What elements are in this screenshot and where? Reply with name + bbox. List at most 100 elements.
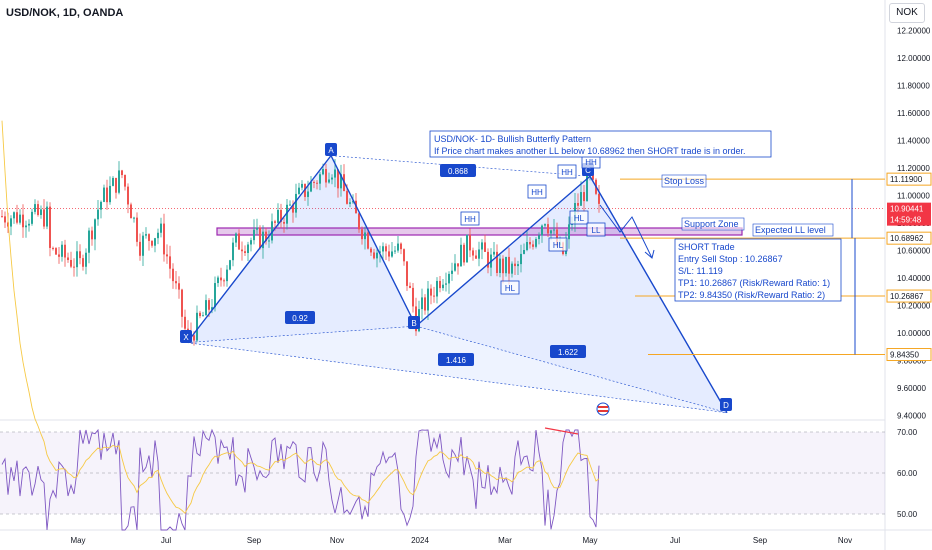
candle-body bbox=[406, 261, 408, 286]
candle-body bbox=[457, 263, 459, 267]
structure-label-box bbox=[500, 280, 520, 295]
candle-body bbox=[73, 266, 75, 268]
rsi-divergence-line bbox=[544, 427, 579, 435]
candle-body bbox=[70, 259, 72, 267]
pattern-point-label: X bbox=[183, 333, 189, 342]
ratio-label-bg bbox=[438, 353, 474, 366]
candle-body bbox=[295, 193, 297, 213]
annotation-box bbox=[429, 130, 772, 158]
candle-body bbox=[436, 280, 438, 297]
candle-body bbox=[139, 241, 141, 256]
pattern-point-label-bg bbox=[325, 143, 337, 156]
candle-body bbox=[202, 315, 204, 317]
structure-label: HH bbox=[464, 215, 476, 224]
candle-body bbox=[379, 251, 381, 253]
time-tick-label: Sep bbox=[753, 536, 768, 545]
candle-body bbox=[160, 223, 162, 233]
projection-arrow bbox=[599, 204, 653, 259]
candle-body bbox=[586, 173, 588, 202]
candle-body bbox=[4, 216, 6, 223]
candle-body bbox=[502, 258, 504, 274]
candle-body bbox=[145, 234, 147, 236]
candles bbox=[1, 158, 600, 346]
structure-label: HL bbox=[574, 214, 585, 223]
candle-body bbox=[325, 169, 327, 183]
pattern-xbd-fill bbox=[187, 326, 727, 413]
candle-body bbox=[544, 224, 546, 226]
candle-body bbox=[124, 175, 126, 187]
candle-body bbox=[253, 229, 255, 241]
candle-body bbox=[397, 243, 399, 251]
candle-body bbox=[310, 181, 312, 192]
pattern-xab-fill bbox=[187, 155, 416, 343]
candle-body bbox=[157, 232, 159, 239]
time-tick-label: Jul bbox=[670, 536, 680, 545]
support-zone-band bbox=[216, 227, 743, 236]
candle-body bbox=[220, 277, 222, 281]
time-tick-label: Nov bbox=[330, 536, 344, 545]
candle-body bbox=[256, 227, 258, 230]
time-tick-label: Sep bbox=[247, 536, 262, 545]
candle-body bbox=[28, 223, 30, 226]
candle-body bbox=[238, 233, 240, 250]
candle-body bbox=[484, 242, 486, 252]
candle-body bbox=[322, 169, 324, 175]
ratio-label-bg bbox=[285, 311, 315, 324]
flag-stripe bbox=[598, 406, 608, 408]
price-tag: 9.84350 bbox=[890, 351, 919, 360]
annotation-line1: USD/NOK- 1D- Bullish Butterfly Pattern bbox=[434, 134, 591, 144]
candle-body bbox=[412, 287, 414, 307]
candle-body bbox=[526, 242, 528, 251]
currency-button[interactable]: NOK bbox=[889, 3, 925, 23]
candle-body bbox=[232, 242, 234, 261]
ratio-label-bg bbox=[550, 345, 586, 358]
time-tick-label: 2024 bbox=[411, 536, 429, 545]
candle-body bbox=[226, 269, 228, 282]
candle-body bbox=[91, 230, 93, 240]
rsi-ma-line bbox=[1, 120, 600, 515]
candle-body bbox=[148, 234, 150, 241]
structure-label: LL bbox=[592, 226, 601, 235]
structure-label: HL bbox=[553, 241, 564, 250]
structure-label: HH bbox=[561, 168, 573, 177]
candle-body bbox=[10, 218, 12, 227]
price-tag-bg bbox=[886, 348, 932, 362]
candle-body bbox=[421, 297, 423, 310]
price-tick-label: 12.20000 bbox=[897, 27, 931, 36]
candle-body bbox=[319, 174, 321, 184]
price-tag: 11.11900 bbox=[890, 175, 923, 184]
candle-body bbox=[193, 335, 195, 341]
pattern-point-label-bg bbox=[180, 330, 192, 343]
candle-body bbox=[307, 191, 309, 197]
trade-box-line: TP2: 9.84350 (Risk/Reward Ratio: 2) bbox=[678, 290, 825, 300]
candle-body bbox=[292, 204, 294, 213]
symbol-title[interactable]: USD/NOK, 1D, OANDA bbox=[6, 7, 124, 19]
trade-box-line: S/L: 11.119 bbox=[678, 266, 723, 276]
candle-body bbox=[433, 295, 435, 297]
candle-body bbox=[487, 251, 489, 268]
pattern-point-label: A bbox=[328, 146, 334, 155]
rsi-tick-label: 60.00 bbox=[897, 469, 918, 478]
candle-body bbox=[358, 213, 360, 230]
candle-body bbox=[217, 277, 219, 284]
candle-body bbox=[376, 252, 378, 259]
candle-body bbox=[511, 263, 513, 274]
us-flag-icon bbox=[596, 402, 610, 416]
candle-body bbox=[34, 204, 36, 212]
candle-body bbox=[328, 179, 330, 183]
support-zone-label: Support Zone bbox=[684, 219, 739, 229]
time-tick-label: Nov bbox=[838, 536, 852, 545]
candle-body bbox=[271, 221, 273, 241]
support-zone-box bbox=[681, 217, 745, 231]
candle-body bbox=[334, 169, 336, 178]
candle-body bbox=[58, 254, 60, 257]
stop-loss-box bbox=[661, 174, 707, 188]
candle-body bbox=[40, 209, 42, 215]
candle-body bbox=[508, 256, 510, 274]
candle-body bbox=[352, 200, 354, 203]
candle-body bbox=[115, 177, 117, 193]
candle-body bbox=[442, 284, 444, 289]
pattern-point-label-bg bbox=[720, 398, 732, 411]
candle-body bbox=[385, 246, 387, 252]
